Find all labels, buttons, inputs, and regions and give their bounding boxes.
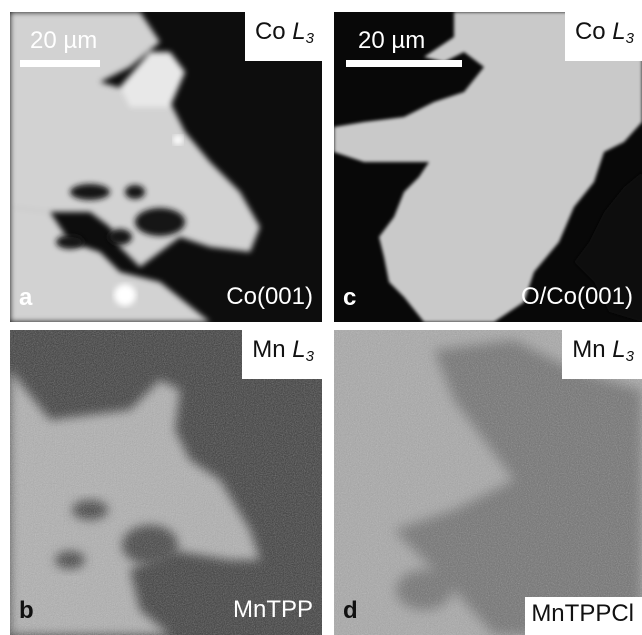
edge-sub: 3 (305, 30, 314, 47)
edge-label: Co L3 (244, 12, 322, 61)
sample-label: O/Co(001) (520, 283, 633, 310)
panel-a: 20 µm Co L3 a Co(001) (10, 12, 322, 322)
panel-letter: a (19, 284, 33, 311)
edge-l: L (612, 336, 626, 363)
sample-label: MnTPP (232, 596, 313, 623)
edge-label: Mn L3 (562, 330, 642, 379)
panel-letter: c (343, 284, 357, 311)
edge-sub: 3 (625, 348, 634, 365)
element-name: Co (574, 18, 606, 45)
edge-l: L (292, 336, 306, 363)
element-name: Co (254, 18, 286, 45)
sample-label: Co(001) (226, 283, 313, 310)
element-name: Mn (252, 336, 286, 363)
panel-d: Mn L3 d MnTPPCl (334, 330, 642, 635)
panel-c: 20 µm Co L3 c O/Co(001) (334, 12, 642, 322)
panel-d-image (334, 330, 642, 635)
edge-l: L (292, 18, 306, 45)
edge-sub: 3 (305, 348, 314, 365)
scale-bar (346, 60, 462, 67)
edge-sub: 3 (625, 30, 634, 47)
panel-b: Mn L3 b MnTPP (10, 330, 322, 635)
edge-l: L (612, 18, 626, 45)
panel-b-image (10, 330, 322, 635)
scale-bar-label: 20 µm (30, 27, 98, 54)
scale-bar (20, 60, 100, 67)
panel-a-image (10, 12, 322, 322)
edge-label: Mn L3 (242, 330, 322, 379)
scale-bar-label: 20 µm (358, 27, 426, 54)
panel-letter: d (343, 597, 358, 624)
element-name: Mn (572, 336, 606, 363)
sample-label: MnTPPCl (525, 597, 642, 635)
edge-label: Co L3 (564, 12, 642, 61)
panel-letter: b (19, 597, 34, 624)
